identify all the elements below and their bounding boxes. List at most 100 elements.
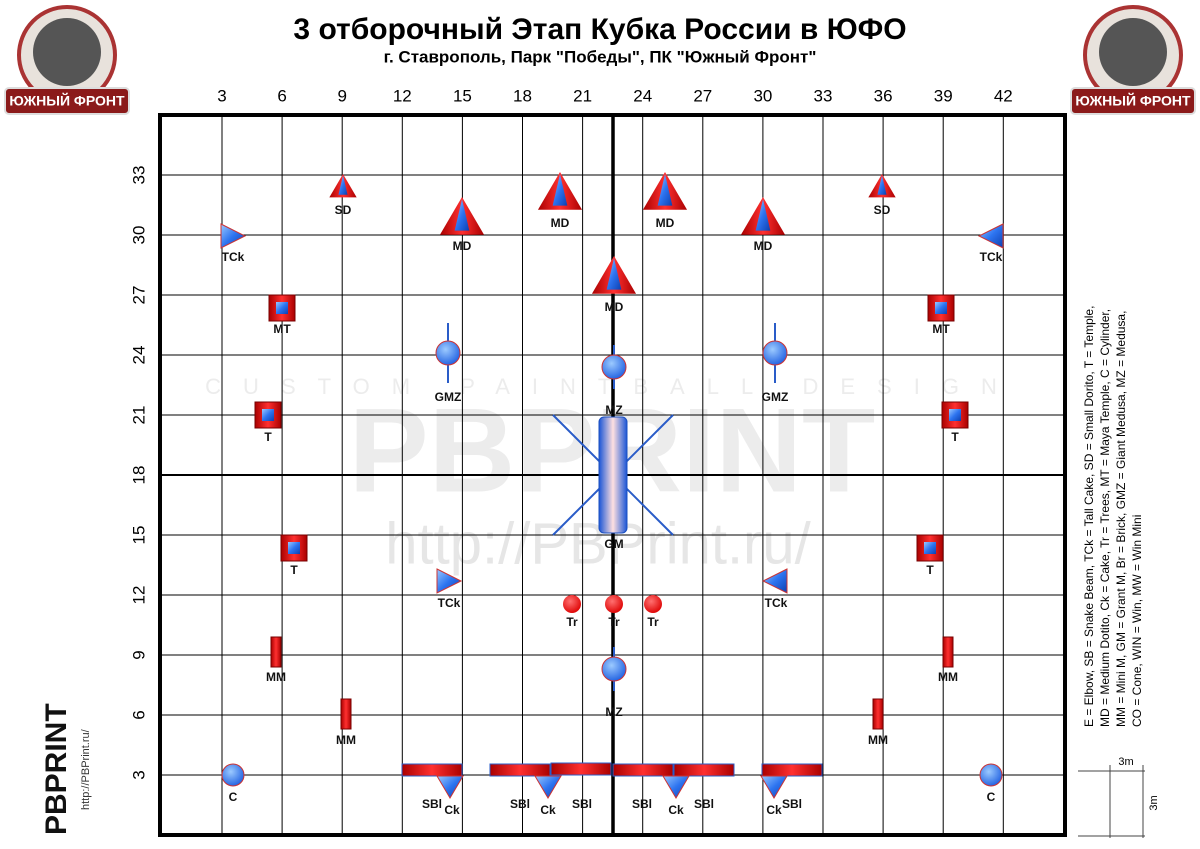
logo-text: ЮЖНЫЙ ФРОНТ (9, 92, 125, 109)
bunker-label: SD (335, 203, 352, 217)
bunkers: SD SD MD MD MD MD MD TCk TCk MT MT GMZ GMZ MZ T T GM T T TC… (220, 172, 1004, 817)
bunker-shape (662, 775, 690, 799)
bunker-shape (762, 340, 788, 366)
bunker-label: TCk (765, 596, 788, 610)
bunker-shape (761, 568, 788, 594)
y-label: 27 (129, 286, 148, 305)
y-label: 24 (129, 346, 148, 365)
bunker-label: C (987, 790, 996, 804)
x-label: 42 (994, 86, 1013, 105)
bunker-label: MT (273, 322, 291, 336)
bunker-label: GMZ (435, 390, 462, 404)
bunker-label: Tr (647, 615, 659, 629)
bunker-label: MM (336, 733, 356, 747)
bunker-label: MZ (605, 705, 622, 719)
y-label: 21 (129, 406, 148, 425)
bunker-shape (979, 763, 1003, 787)
bunker-shape (550, 762, 612, 776)
bunker-label: T (290, 563, 298, 577)
bunker-shape (601, 354, 627, 380)
bunker-shape (552, 174, 568, 206)
bunker-shape (755, 199, 771, 231)
bunker-shape (563, 595, 581, 613)
bunker-label: TCk (438, 596, 461, 610)
y-label: 6 (129, 710, 148, 719)
legend-line: E = Elbow, SB = Snake Beam, TCk = Tall C… (1082, 306, 1096, 727)
bunker-label: SBl (632, 797, 652, 811)
bunker-shape (942, 636, 954, 668)
x-label: 27 (693, 86, 712, 105)
bunker-label: MM (938, 670, 958, 684)
x-label: 33 (814, 86, 833, 105)
bunker-label: MD (453, 239, 472, 253)
bunker-label: Tr (608, 615, 620, 629)
bunker-label: Ck (668, 803, 684, 817)
bunker-shape (935, 302, 947, 314)
bunker-shape (436, 568, 463, 594)
bunker-shape (924, 542, 936, 554)
bunker-label: GMZ (762, 390, 789, 404)
y-label: 9 (129, 650, 148, 659)
bunker-shape (761, 763, 823, 777)
bunker-label: MD (656, 216, 675, 230)
bunker-label: Ck (766, 803, 782, 817)
legend-line: CO = Cone, WIN = Win, MW = Win Mini (1130, 515, 1144, 727)
scale-label: 3m (1148, 795, 1160, 810)
y-label: 18 (129, 466, 148, 485)
bunker-label: Ck (444, 803, 460, 817)
bunker-shape (288, 542, 300, 554)
bunker-label: T (264, 430, 272, 444)
x-label: 39 (934, 86, 953, 105)
bunker-shape (270, 636, 282, 668)
bunker-shape (916, 534, 944, 562)
watermark-url: http://PBPrint.ru/ (385, 511, 811, 576)
bunker-shape (338, 175, 348, 195)
side-logo-url: http://PBPrint.ru/ (80, 728, 92, 810)
x-label: 12 (393, 86, 412, 105)
logo-left: ЮЖНЫЙ ФРОНТ (4, 5, 130, 115)
scale (1078, 765, 1145, 838)
bunker-label: SD (874, 203, 891, 217)
bunker-shape (927, 294, 955, 322)
bunker-label: T (951, 430, 959, 444)
bunker-shape (673, 763, 735, 777)
bunker-label: MZ (605, 403, 622, 417)
bunker-label: SBl (694, 797, 714, 811)
bunker-label: T (926, 563, 934, 577)
bunker-label: SBl (510, 797, 530, 811)
bunker-shape (612, 763, 674, 777)
x-label: 15 (453, 86, 472, 105)
bunker-shape (949, 409, 961, 421)
bunker-shape (977, 223, 1004, 249)
bunker-shape (489, 763, 551, 777)
logo-right: ЮЖНЫЙ ФРОНТ (1070, 5, 1196, 115)
bunker-label: C (229, 790, 238, 804)
x-label: 24 (633, 86, 652, 105)
bunker-label: MM (868, 733, 888, 747)
bunker-shape (606, 258, 622, 290)
x-label: 21 (573, 86, 592, 105)
bunker-label: MD (605, 300, 624, 314)
x-label: 30 (753, 86, 772, 105)
y-label: 12 (129, 586, 148, 605)
bunker-shape (276, 302, 288, 314)
legend: E = Elbow, SB = Snake Beam, TCk = Tall C… (1082, 306, 1144, 727)
y-label: 15 (129, 526, 148, 545)
bunker-shape (220, 223, 247, 249)
logo-text: ЮЖНЫЙ ФРОНТ (1075, 92, 1191, 109)
bunker-shape (872, 698, 884, 730)
x-label: 9 (337, 86, 346, 105)
bunker-shape (644, 595, 662, 613)
bunker-label: MT (932, 322, 950, 336)
bunker-label: Ck (540, 803, 556, 817)
y-label: 30 (129, 226, 148, 245)
legend-line: MM = Mini M, GM = Grant M, Br = Brick, G… (1114, 311, 1128, 727)
bunker-label: SBl (572, 797, 592, 811)
bunker-shape (262, 409, 274, 421)
bunker-label: SBl (782, 797, 802, 811)
x-label: 18 (513, 86, 532, 105)
x-label: 36 (874, 86, 893, 105)
bunker-label: Tr (566, 615, 578, 629)
bunker-shape (877, 175, 887, 195)
